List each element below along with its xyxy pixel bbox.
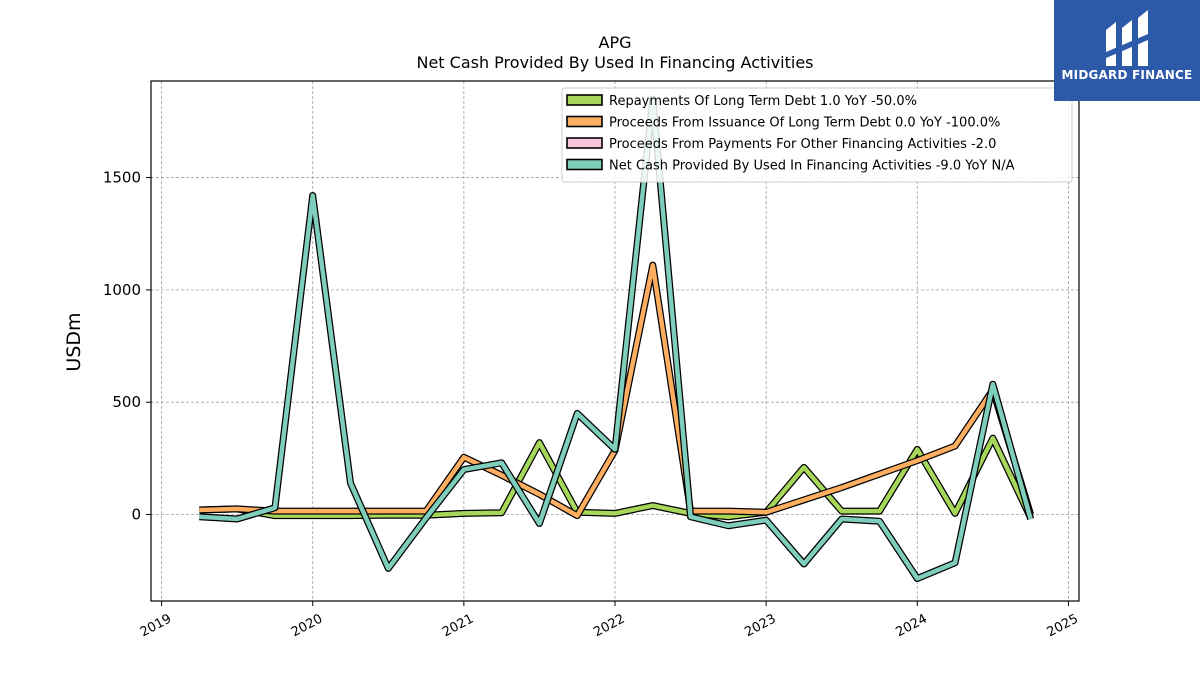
legend-swatch-0 [566,94,603,106]
x-tick-label: 2022 [591,612,627,641]
legend-label-1: Proceeds From Issuance Of Long Term Debt… [609,116,1000,131]
y-tick-label: 500 [112,393,141,411]
x-tick-label: 2023 [742,612,778,641]
series-line-3 [199,96,1033,581]
y-axis-label: USDm [63,312,85,371]
chart-title: APG [599,33,632,52]
logo-mark-icon [1106,10,1148,66]
legend-swatch-3 [566,158,603,171]
legend-swatch-2 [566,137,603,149]
brand-logo: MIDGARD FINANCE [1054,0,1200,101]
y-tick-label: 1500 [103,169,141,187]
y-tick-label: 1000 [103,281,141,299]
legend-box [561,87,1073,183]
legend-label-3: Net Cash Provided By Used In Financing A… [609,159,1015,174]
legend-label-0: Repayments Of Long Term Debt 1.0 YoY -50… [609,94,917,109]
series-layer [199,95,1035,583]
legend: Repayments Of Long Term Debt 1.0 YoY -50… [561,87,1073,183]
legend-swatch-1 [566,115,603,128]
x-tick-label: 2021 [440,612,476,641]
chart-subtitle: Net Cash Provided By Used In Financing A… [416,53,813,72]
brand-name: MIDGARD FINANCE [1061,68,1193,82]
x-tick-label: 2025 [1045,612,1081,641]
x-tick-label: 2019 [138,612,174,641]
x-tick-label: 2024 [894,612,930,641]
x-tick-label: 2020 [289,612,325,641]
y-tick-label: 0 [131,506,141,524]
series-line-0 [199,435,1033,520]
legend-label-2: Proceeds From Payments For Other Financi… [609,137,996,152]
